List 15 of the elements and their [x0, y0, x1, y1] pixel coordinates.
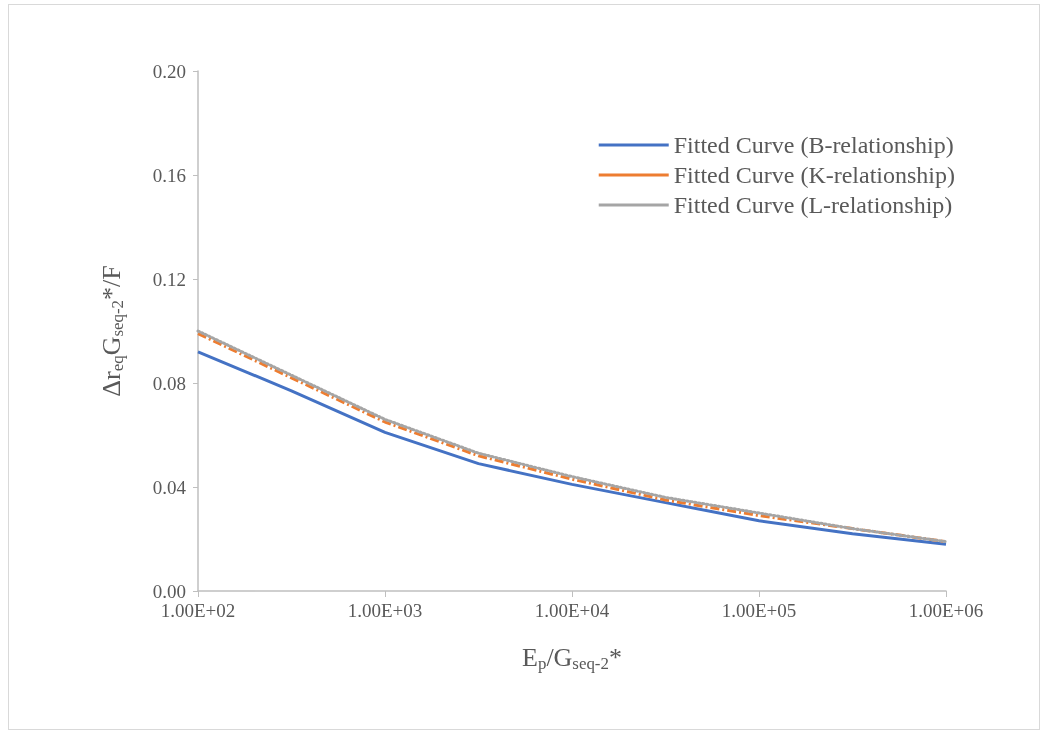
x-tick-label: 1.00E+04 [534, 600, 610, 621]
y-tick-label: 0.00 [152, 580, 186, 602]
x-tick-label: 1.00E+03 [347, 600, 423, 621]
y-tick-label: 0.08 [152, 372, 186, 394]
y-tick-label: 0.04 [152, 476, 187, 498]
legend-label: Fitted Curve (L-relationship) [673, 192, 953, 218]
legend-label: Fitted Curve (K-relationship) [673, 162, 956, 188]
y-axis-title: ΔreqGseq-2*/F [97, 265, 127, 397]
y-tick-label: 0.20 [152, 60, 186, 82]
legend-label: Fitted Curve (B-relationship) [673, 132, 954, 158]
x-tick-label: 1.00E+05 [721, 600, 797, 621]
y-tick-label: 0.16 [152, 164, 186, 186]
y-tick-label: 0.12 [152, 268, 186, 290]
x-tick-label: 1.00E+06 [908, 600, 984, 621]
x-tick-label: 1.00E+02 [160, 600, 236, 621]
